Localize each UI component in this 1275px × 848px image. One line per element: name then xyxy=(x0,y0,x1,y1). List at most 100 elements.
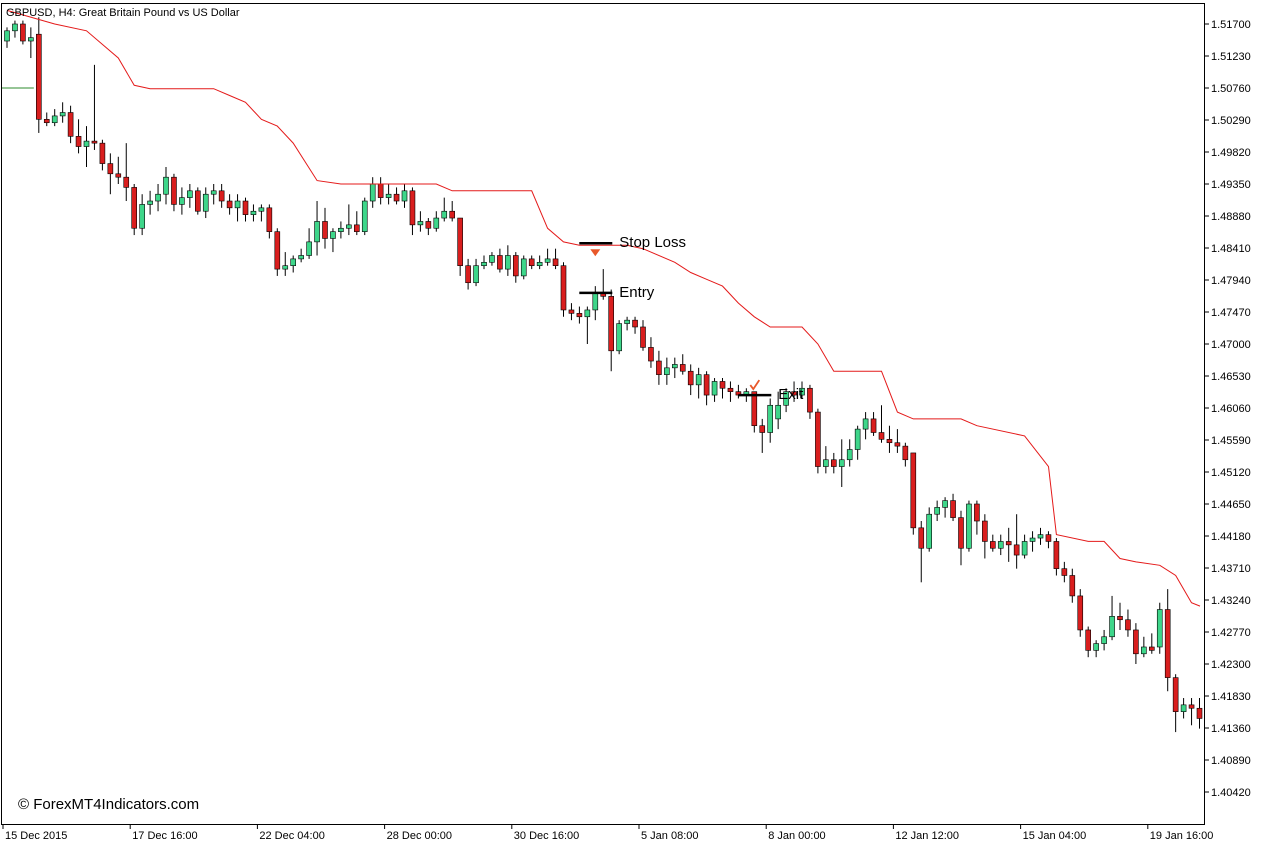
candle xyxy=(512,252,519,283)
y-tick: 1.41360 xyxy=(1205,723,1251,735)
candle xyxy=(99,139,106,171)
annotations-layer: Stop Loss Entry Exit xyxy=(579,234,804,403)
x-tick: 28 Dec 00:00 xyxy=(384,824,452,842)
candle xyxy=(719,378,726,399)
bull-candle-body xyxy=(584,309,591,318)
bear-candle-body xyxy=(218,190,225,202)
x-tick-label: 28 Dec 00:00 xyxy=(387,830,452,842)
candle xyxy=(942,497,948,518)
bull-candle-body xyxy=(544,258,551,263)
candle xyxy=(878,405,885,443)
candle xyxy=(1141,636,1147,658)
candle xyxy=(83,126,90,167)
x-tick-label: 19 Jan 16:00 xyxy=(1150,830,1214,842)
candle xyxy=(91,64,98,150)
candle xyxy=(823,446,829,474)
candle xyxy=(958,510,964,566)
y-tick-label: 1.49820 xyxy=(1211,147,1251,159)
candle xyxy=(918,521,925,583)
candle xyxy=(346,204,352,236)
plot-frame xyxy=(1,3,1205,825)
bear-candle-body xyxy=(131,187,137,229)
bull-candle-body xyxy=(163,176,169,195)
candle xyxy=(1125,609,1131,637)
bear-candle-body xyxy=(43,119,50,124)
y-tick-label: 1.46530 xyxy=(1211,371,1251,383)
bear-candle-body xyxy=(171,176,177,205)
candle xyxy=(966,500,972,552)
candle xyxy=(449,201,456,222)
y-tick-label: 1.51230 xyxy=(1211,51,1251,63)
candle xyxy=(870,412,877,436)
bull-candle-body xyxy=(592,292,599,311)
candle xyxy=(568,303,575,321)
x-tick: 5 Jan 08:00 xyxy=(638,824,699,842)
bear-candle-body xyxy=(982,520,988,542)
bull-candle-body xyxy=(282,265,289,270)
candle xyxy=(767,398,774,443)
candle xyxy=(1188,698,1195,726)
bull-candle-body xyxy=(775,404,781,420)
candle xyxy=(139,194,145,236)
candle xyxy=(616,320,622,355)
bear-candle-body xyxy=(878,432,885,440)
y-tick: 1.42300 xyxy=(1205,659,1251,671)
candle xyxy=(314,201,320,256)
candle xyxy=(115,156,122,184)
bear-candle-body xyxy=(974,503,980,522)
candle xyxy=(1196,698,1203,729)
candle xyxy=(520,255,527,280)
bull-candle-body xyxy=(28,37,34,42)
y-tick: 1.51700 xyxy=(1205,19,1251,31)
y-tick-label: 1.43240 xyxy=(1211,595,1251,607)
candle xyxy=(648,337,654,368)
bear-candle-body xyxy=(608,296,615,352)
bear-candle-body xyxy=(1005,541,1012,546)
candle xyxy=(107,153,114,195)
bull-candle-body xyxy=(473,265,479,284)
y-tick: 1.50290 xyxy=(1205,115,1251,127)
bear-candle-body xyxy=(894,442,901,447)
bear-candle-body xyxy=(457,217,463,267)
candle xyxy=(242,197,249,222)
bear-candle-body xyxy=(497,255,503,270)
candle xyxy=(711,378,718,402)
bull-candle-body xyxy=(51,115,58,124)
bull-candle-body xyxy=(401,190,408,202)
candle xyxy=(226,194,233,215)
bear-candle-body xyxy=(1149,646,1155,651)
bull-candle-body xyxy=(179,197,185,205)
candle xyxy=(43,112,50,127)
candle xyxy=(51,109,58,127)
bull-candle-body xyxy=(616,323,622,352)
candle xyxy=(815,408,821,474)
bear-candle-body xyxy=(1077,595,1084,631)
trailing-stop-line xyxy=(6,9,1201,607)
bear-candle-body xyxy=(632,319,638,328)
y-tick-label: 1.49350 xyxy=(1211,179,1251,191)
y-tick: 1.50760 xyxy=(1205,83,1251,95)
y-tick-label: 1.48410 xyxy=(1211,243,1251,255)
bear-candle-body xyxy=(1164,609,1171,678)
bull-candle-body xyxy=(664,367,670,375)
candle xyxy=(481,255,487,270)
bull-candle-body xyxy=(505,255,511,270)
candle xyxy=(306,228,312,259)
x-tick-label: 30 Dec 16:00 xyxy=(514,830,579,842)
x-tick-label: 15 Jan 04:00 xyxy=(1023,830,1087,842)
bear-candle-body xyxy=(1188,704,1195,709)
y-tick: 1.47000 xyxy=(1205,339,1251,351)
y-tick: 1.41830 xyxy=(1205,691,1251,703)
candle xyxy=(759,418,766,453)
bull-candle-body xyxy=(536,261,543,267)
check-icon xyxy=(749,379,761,391)
candle xyxy=(552,248,559,270)
bull-candle-body xyxy=(147,200,153,205)
candle xyxy=(624,316,630,331)
candle xyxy=(67,105,74,144)
bull-candle-body xyxy=(210,190,217,195)
time-axis: 15 Dec 2015 17 Dec 16:00 22 Dec 04:00 28 De… xyxy=(2,824,1214,842)
bear-candle-body xyxy=(815,411,821,467)
y-tick-label: 1.47940 xyxy=(1211,275,1251,287)
